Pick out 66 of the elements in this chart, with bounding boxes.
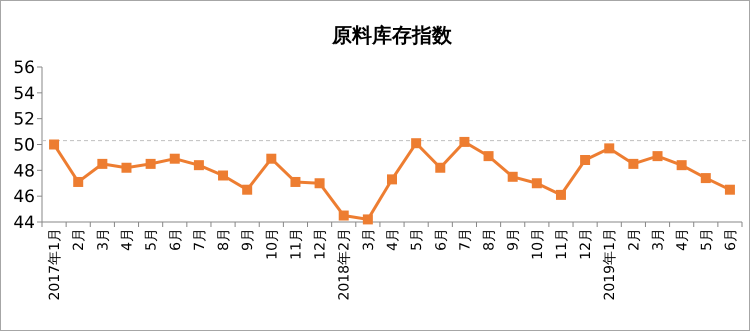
point bbox=[411, 138, 422, 148]
point bbox=[580, 155, 590, 165]
x-tick-label: 7月 bbox=[192, 228, 208, 251]
point bbox=[242, 184, 252, 195]
point bbox=[73, 176, 84, 187]
x-tick-label: 3月 bbox=[360, 228, 377, 251]
x-tick-label: 3月 bbox=[95, 228, 112, 251]
point bbox=[700, 173, 711, 184]
point bbox=[676, 160, 687, 170]
point bbox=[724, 184, 735, 195]
x-tick-label: 9月 bbox=[506, 228, 522, 251]
x-tick-label: 2017年1月 bbox=[47, 228, 64, 301]
x-tick-label: 6月 bbox=[433, 228, 450, 251]
point bbox=[652, 151, 663, 162]
x-tick-label: 10月 bbox=[264, 228, 280, 260]
point bbox=[387, 174, 397, 184]
point bbox=[532, 178, 542, 188]
y-tick-label: 46 bbox=[13, 187, 35, 208]
x-tick-label: 11月 bbox=[288, 228, 304, 260]
x-tick-label: 3月 bbox=[650, 228, 667, 251]
x-tick-label: 8月 bbox=[482, 228, 498, 251]
point bbox=[484, 151, 494, 162]
point bbox=[314, 178, 325, 188]
x-tick-label: 9月 bbox=[240, 228, 256, 251]
y-tick-label: 52 bbox=[13, 110, 35, 130]
x-tick-label: 6月 bbox=[168, 228, 184, 251]
x-tick-label: 2月 bbox=[626, 228, 642, 251]
y-tick-label: 56 bbox=[13, 58, 35, 78]
point bbox=[628, 158, 638, 169]
chart-title: 原料库存指数 bbox=[331, 23, 453, 47]
point bbox=[194, 160, 204, 170]
point bbox=[146, 158, 156, 169]
x-tick-label: 7月 bbox=[457, 228, 474, 251]
x-tick-label: 4月 bbox=[385, 228, 401, 251]
x-tick-label: 4月 bbox=[674, 228, 691, 251]
y-tick-label: 48 bbox=[13, 161, 35, 182]
x-tick-label: 2019年1月 bbox=[602, 228, 618, 301]
x-tick-label: 6月 bbox=[722, 228, 739, 251]
point bbox=[121, 162, 132, 173]
point bbox=[604, 143, 614, 154]
point bbox=[338, 210, 349, 221]
y-tick-label: 54 bbox=[13, 84, 35, 104]
y-tick-label: 50 bbox=[13, 136, 35, 156]
point bbox=[508, 172, 518, 182]
x-tick-label: 2月 bbox=[71, 228, 88, 251]
x-tick-label: 12月 bbox=[578, 228, 594, 260]
point bbox=[290, 176, 300, 187]
point bbox=[49, 140, 60, 150]
x-tick-label: 12月 bbox=[312, 228, 329, 260]
x-tick-label: 5月 bbox=[698, 228, 715, 251]
point bbox=[266, 154, 276, 164]
x-tick-label: 5月 bbox=[144, 228, 160, 251]
x-tick-label: 4月 bbox=[119, 228, 136, 251]
point bbox=[556, 190, 566, 200]
x-tick-label: 8月 bbox=[216, 228, 232, 251]
x-tick-label: 11月 bbox=[554, 228, 570, 260]
x-tick-label: 2018年2月 bbox=[336, 228, 353, 301]
point bbox=[218, 170, 228, 180]
x-tick-label: 5月 bbox=[409, 228, 426, 251]
x-tick-label: 10月 bbox=[530, 228, 546, 260]
point bbox=[170, 154, 180, 164]
y-tick-label: 44 bbox=[13, 213, 35, 233]
point bbox=[459, 136, 470, 147]
point bbox=[362, 214, 373, 224]
point bbox=[97, 158, 108, 169]
point bbox=[435, 162, 446, 173]
